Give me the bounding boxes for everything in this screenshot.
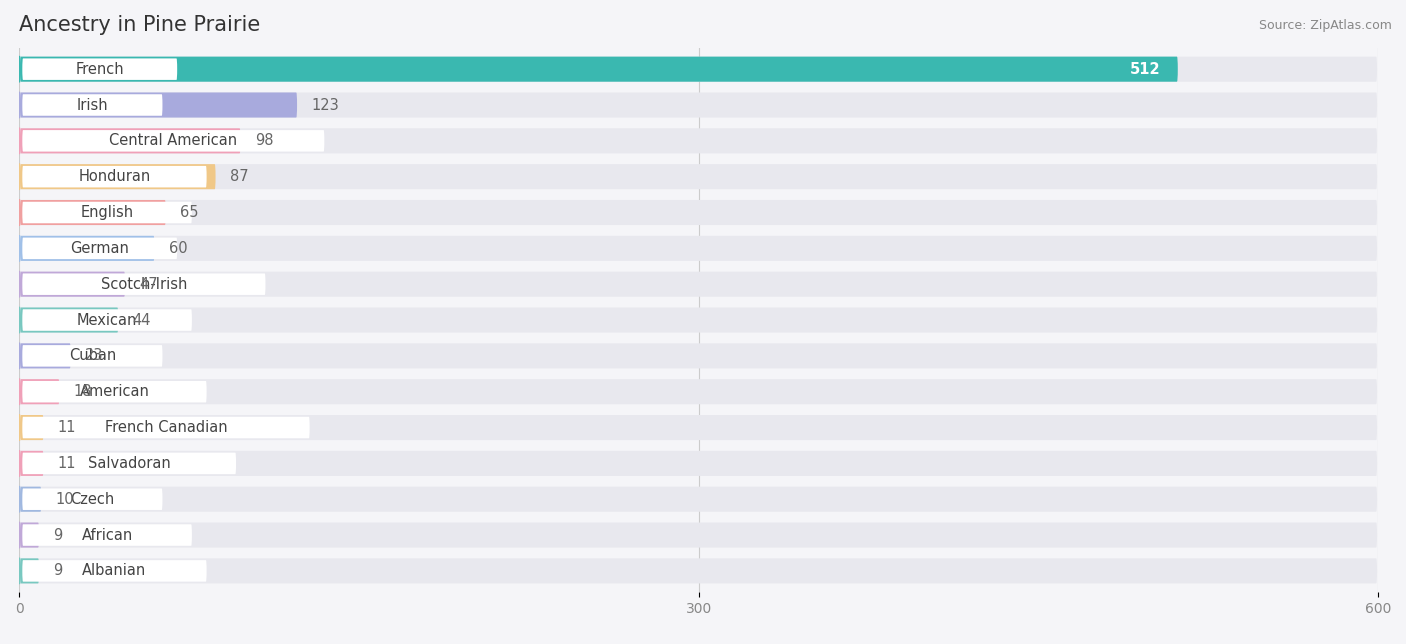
Text: Salvadoran: Salvadoran <box>87 456 170 471</box>
Circle shape <box>18 271 20 298</box>
FancyBboxPatch shape <box>20 200 1376 225</box>
Text: 9: 9 <box>53 564 63 578</box>
FancyBboxPatch shape <box>22 59 177 80</box>
FancyBboxPatch shape <box>20 487 1376 512</box>
Text: 11: 11 <box>58 420 76 435</box>
FancyBboxPatch shape <box>20 451 1376 476</box>
Text: French Canadian: French Canadian <box>104 420 228 435</box>
FancyBboxPatch shape <box>22 166 207 187</box>
Text: Albanian: Albanian <box>83 564 146 578</box>
Text: German: German <box>70 241 129 256</box>
FancyBboxPatch shape <box>22 345 163 366</box>
FancyBboxPatch shape <box>20 415 1376 440</box>
Circle shape <box>18 128 20 154</box>
Text: Ancestry in Pine Prairie: Ancestry in Pine Prairie <box>20 15 260 35</box>
FancyBboxPatch shape <box>20 164 1376 189</box>
Circle shape <box>18 235 20 261</box>
FancyBboxPatch shape <box>22 309 191 331</box>
Circle shape <box>18 92 20 118</box>
FancyBboxPatch shape <box>20 558 39 583</box>
FancyBboxPatch shape <box>20 343 1376 368</box>
Text: Central American: Central American <box>110 133 238 148</box>
Text: Cuban: Cuban <box>69 348 117 363</box>
FancyBboxPatch shape <box>20 236 155 261</box>
FancyBboxPatch shape <box>22 274 266 295</box>
FancyBboxPatch shape <box>20 272 125 297</box>
Circle shape <box>18 307 20 333</box>
FancyBboxPatch shape <box>22 417 309 439</box>
Text: 123: 123 <box>312 97 339 113</box>
Circle shape <box>18 486 20 512</box>
Text: 44: 44 <box>132 312 150 328</box>
FancyBboxPatch shape <box>20 128 240 153</box>
Text: English: English <box>80 205 134 220</box>
Text: Honduran: Honduran <box>79 169 150 184</box>
FancyBboxPatch shape <box>20 57 1376 82</box>
Text: 10: 10 <box>56 492 75 507</box>
FancyBboxPatch shape <box>22 488 163 510</box>
FancyBboxPatch shape <box>22 381 207 402</box>
Circle shape <box>18 450 20 477</box>
Text: Scotch-Irish: Scotch-Irish <box>101 277 187 292</box>
Text: Czech: Czech <box>70 492 114 507</box>
Text: 512: 512 <box>1130 62 1160 77</box>
Circle shape <box>18 415 20 440</box>
FancyBboxPatch shape <box>20 57 1178 82</box>
Text: 11: 11 <box>58 456 76 471</box>
Text: 18: 18 <box>73 384 93 399</box>
FancyBboxPatch shape <box>20 200 166 225</box>
FancyBboxPatch shape <box>20 164 215 189</box>
FancyBboxPatch shape <box>20 343 70 368</box>
FancyBboxPatch shape <box>20 307 118 332</box>
Text: 47: 47 <box>139 277 157 292</box>
Circle shape <box>18 379 20 404</box>
Text: 23: 23 <box>84 348 104 363</box>
Text: 98: 98 <box>254 133 273 148</box>
FancyBboxPatch shape <box>22 238 177 259</box>
FancyBboxPatch shape <box>22 130 325 151</box>
Circle shape <box>18 343 20 369</box>
Text: 9: 9 <box>53 527 63 542</box>
FancyBboxPatch shape <box>22 560 207 582</box>
FancyBboxPatch shape <box>20 93 1376 118</box>
FancyBboxPatch shape <box>20 451 44 476</box>
Text: 65: 65 <box>180 205 198 220</box>
FancyBboxPatch shape <box>20 272 1376 297</box>
Text: American: American <box>80 384 149 399</box>
Text: Irish: Irish <box>76 97 108 113</box>
Circle shape <box>18 164 20 190</box>
Text: African: African <box>82 527 132 542</box>
FancyBboxPatch shape <box>20 415 44 440</box>
Text: Source: ZipAtlas.com: Source: ZipAtlas.com <box>1258 19 1392 32</box>
Circle shape <box>18 522 20 548</box>
FancyBboxPatch shape <box>22 453 236 474</box>
Circle shape <box>18 200 20 225</box>
Text: French: French <box>76 62 124 77</box>
FancyBboxPatch shape <box>20 128 1376 153</box>
Text: 60: 60 <box>169 241 187 256</box>
FancyBboxPatch shape <box>20 487 41 512</box>
FancyBboxPatch shape <box>20 379 1376 404</box>
FancyBboxPatch shape <box>20 93 297 118</box>
FancyBboxPatch shape <box>22 524 191 546</box>
FancyBboxPatch shape <box>20 558 1376 583</box>
FancyBboxPatch shape <box>20 236 1376 261</box>
FancyBboxPatch shape <box>20 379 59 404</box>
FancyBboxPatch shape <box>20 307 1376 332</box>
Text: Mexican: Mexican <box>77 312 138 328</box>
FancyBboxPatch shape <box>22 94 163 116</box>
Circle shape <box>18 56 20 82</box>
FancyBboxPatch shape <box>22 202 191 223</box>
Circle shape <box>18 558 20 584</box>
FancyBboxPatch shape <box>20 522 39 547</box>
Text: 87: 87 <box>231 169 249 184</box>
FancyBboxPatch shape <box>20 522 1376 547</box>
